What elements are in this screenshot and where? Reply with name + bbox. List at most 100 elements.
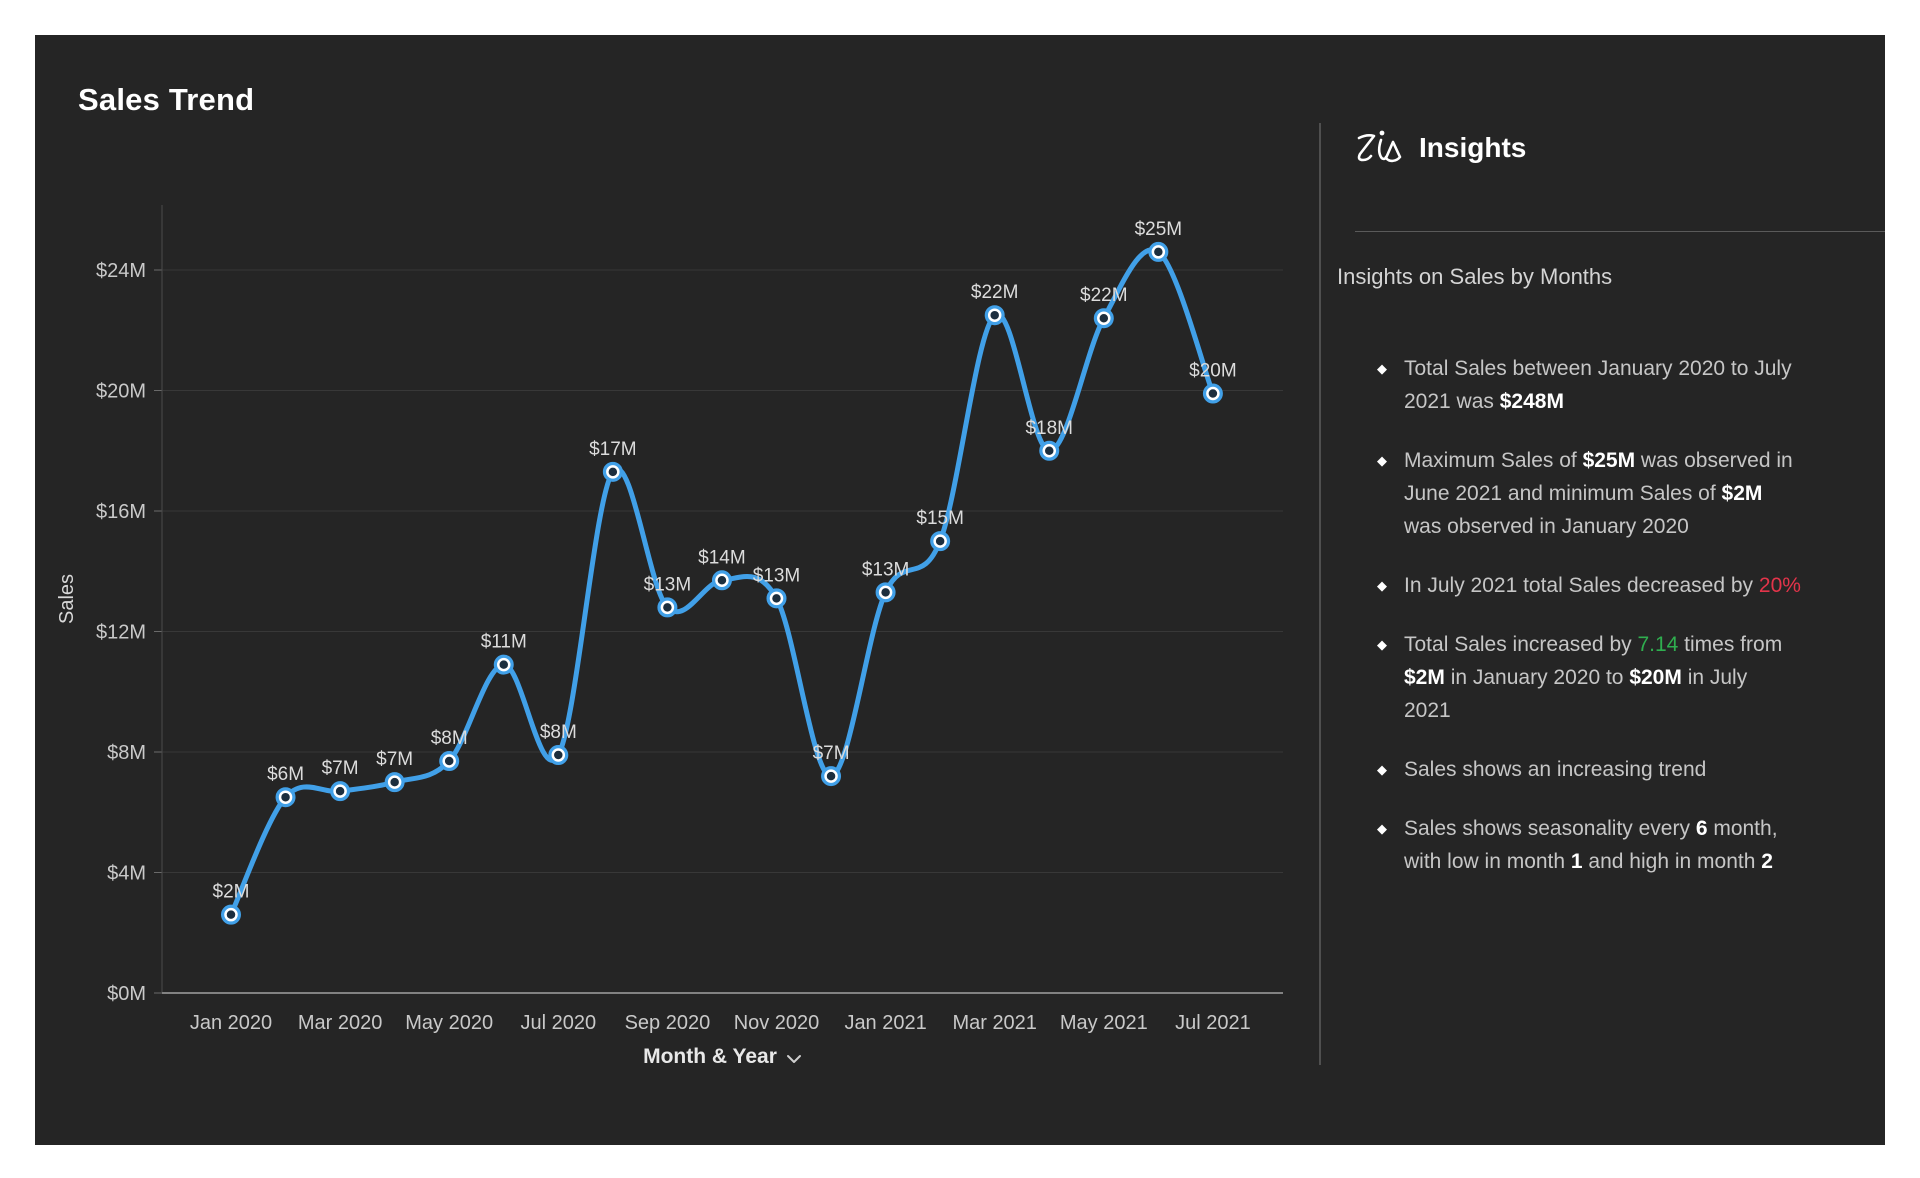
data-point[interactable] [715,573,729,588]
data-point-ring [711,570,732,591]
y-tick-label: $4M [107,863,146,885]
data-point-ring [1202,383,1223,404]
data-point-ring [439,751,460,772]
data-point[interactable] [987,308,1002,322]
x-axis-title-dropdown[interactable]: Month & Year [162,1045,1283,1069]
x-tick-label: Mar 2020 [298,1012,383,1034]
data-point-label: $6M [267,764,304,785]
data-point[interactable] [497,657,511,672]
chevron-down-icon [786,1054,801,1063]
data-point-ring [657,597,678,618]
bullet-diamond-icon: ◆ [1377,637,1387,652]
x-tick-label: Mar 2021 [952,1012,1037,1034]
data-point-label: $11M [481,632,527,653]
sales-trend-card: Sales Trend $0M $4M $8M $12M $16M $20M $24M Jan… [35,35,1885,1145]
insight-text: In July 2021 total Sales decreased by 20… [1404,574,1801,597]
data-point[interactable] [824,769,838,783]
data-point[interactable] [878,585,893,600]
data-point-label: $7M [322,758,359,779]
data-point[interactable] [551,748,566,762]
data-point-ring [221,904,241,925]
insight-item: ◆ In July 2021 total Sales decreased by 2… [1377,569,1863,602]
insight-text: Total Sales between January 2020 to July… [1404,357,1792,413]
insight-text: Sales shows seasonality every 6 month, wi… [1404,817,1778,873]
x-tick-label: Jul 2020 [520,1012,596,1034]
data-point[interactable] [606,465,620,479]
x-tick-label: Jan 2020 [190,1012,272,1034]
data-point-ring [1148,241,1169,262]
data-point[interactable] [1206,386,1220,401]
insights-list: ◆ Total Sales between January 2020 to Jul… [1377,352,1863,904]
y-tick-label: $8M [107,742,146,764]
insights-subtitle: Insights on Sales by Months [1337,264,1613,289]
y-tick-label: $12M [96,622,146,644]
x-tick-label: Jan 2021 [844,1012,926,1034]
y-tick-label: $0M [107,983,146,1005]
data-point-ring [1039,440,1060,461]
data-point[interactable] [933,534,947,548]
insight-item: ◆ Maximum Sales of $25M was observed in Ju… [1377,444,1863,543]
data-point[interactable] [224,907,238,922]
insight-text: Maximum Sales of $25M was observed in Jun… [1404,449,1793,538]
bullet-diamond-icon: ◆ [1377,821,1387,836]
data-point-label: $15M [916,508,964,529]
bullet-diamond-icon: ◆ [1377,578,1387,593]
insights-divider [1355,231,1885,232]
data-point-ring [930,531,951,552]
data-point[interactable] [278,790,293,804]
x-tick-label: May 2020 [405,1012,493,1034]
data-point[interactable] [1042,444,1056,458]
data-point[interactable] [442,754,456,768]
insight-item: ◆ Sales shows an increasing trend [1377,753,1863,786]
bullet-diamond-icon: ◆ [1377,453,1387,468]
data-point-ring [602,461,623,482]
bullet-diamond-icon: ◆ [1377,762,1387,777]
data-point-label: $8M [431,728,468,749]
data-point-label: $13M [753,565,801,586]
zia-insights-icon [1357,130,1402,163]
data-point[interactable] [769,591,784,606]
data-point-label: $7M [813,743,850,764]
x-tick-label: May 2021 [1060,1012,1148,1034]
data-point-label: $13M [644,574,692,595]
insight-text: Sales shows an increasing trend [1404,758,1707,781]
data-point[interactable] [1097,311,1111,325]
insight-text: Total Sales increased by 7.14 times from… [1404,633,1783,722]
data-point-label: $25M [1135,219,1183,240]
data-point-label: $22M [1080,285,1128,306]
panel-divider [1319,123,1321,1065]
x-axis-title-label: Month & Year [643,1045,777,1068]
insight-item: ◆ Total Sales increased by 7.14 times fro… [1377,628,1863,727]
data-point-ring [330,781,351,802]
data-point-label: $13M [862,559,910,580]
data-point-label: $14M [698,547,746,568]
data-point[interactable] [387,775,402,789]
data-point-label: $7M [376,749,413,770]
insights-title: Insights [1419,132,1527,163]
data-point-ring [275,787,296,808]
x-tick-label: Sep 2020 [625,1012,711,1034]
data-point-ring [493,654,514,675]
chart-title: Sales Trend [78,82,255,117]
bullet-diamond-icon: ◆ [1377,361,1387,376]
data-point-label: $22M [971,282,1019,303]
x-tick-label: Nov 2020 [734,1012,820,1034]
data-point[interactable] [333,784,347,798]
data-point[interactable] [660,600,675,615]
data-point-ring [1093,308,1114,329]
y-tick-label: $24M [96,260,146,282]
data-point-label: $18M [1025,418,1073,439]
data-point-ring [384,772,405,793]
data-point-label: $8M [540,722,577,743]
insight-item: ◆ Sales shows seasonality every 6 month, w… [1377,812,1863,878]
data-point[interactable] [1151,245,1166,259]
data-point-label: $17M [589,439,637,460]
data-point-label: $2M [213,882,250,903]
data-point-ring [766,588,787,609]
data-point-label: $20M [1189,361,1237,382]
insight-item: ◆ Total Sales between January 2020 to Jul… [1377,352,1863,418]
y-axis-title: Sales [56,574,78,624]
insights-header: Insights [1355,127,1526,169]
x-tick-label: Jul 2021 [1175,1012,1251,1034]
